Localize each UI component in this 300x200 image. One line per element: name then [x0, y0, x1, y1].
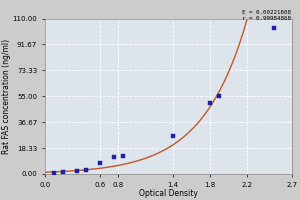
Text: E = 0.00221608
r = 0.99984868: E = 0.00221608 r = 0.99984868 [242, 10, 291, 21]
X-axis label: Optical Density: Optical Density [139, 189, 198, 198]
Point [61, 171, 66, 174]
Point [98, 162, 102, 165]
Point [272, 27, 276, 30]
Point [52, 172, 56, 175]
Point [111, 155, 116, 159]
Y-axis label: Rat FAS concentration (ng/ml): Rat FAS concentration (ng/ml) [2, 39, 11, 154]
Point [217, 95, 221, 98]
Point [208, 102, 212, 105]
Point [120, 154, 125, 157]
Point [74, 169, 79, 173]
Point [171, 134, 176, 137]
Point [84, 168, 88, 171]
